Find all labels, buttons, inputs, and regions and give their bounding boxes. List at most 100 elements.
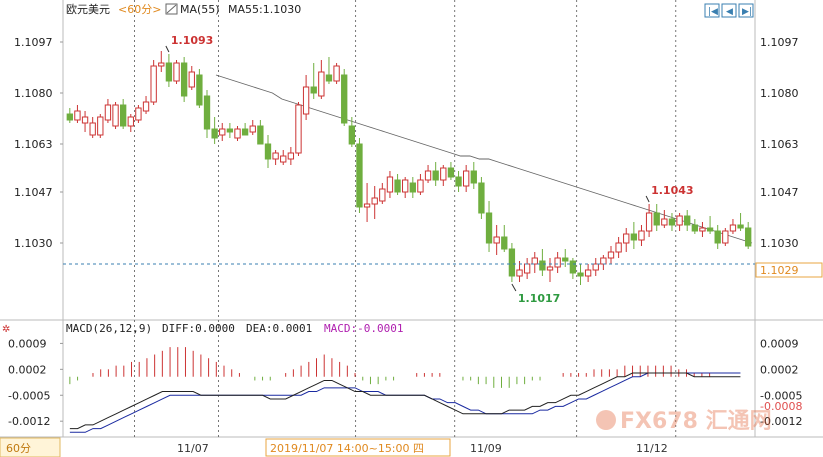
annotation-pointer — [165, 45, 170, 53]
main-y-ticks: 1.1097 1.1097 1.1080 1.1080 1.1063 1.1063 1.10… — [14, 36, 799, 250]
candle-body — [516, 269, 523, 277]
candle-body — [569, 260, 577, 274]
candle-body — [386, 176, 394, 193]
y-tick-label-left: 1.1030 — [14, 237, 53, 250]
candle-body — [188, 71, 195, 88]
candle-body — [661, 218, 668, 226]
watermark: FX678 汇通网 — [596, 409, 772, 434]
candle-body — [97, 116, 104, 136]
candle-body — [668, 218, 676, 226]
candle-body — [196, 74, 203, 106]
prev-page-icon[interactable] — [721, 3, 737, 18]
candle-body — [653, 212, 660, 226]
candle-body — [287, 152, 295, 160]
candle-body — [302, 86, 310, 115]
ma-toggle-icon[interactable] — [165, 3, 178, 15]
macd-y-tick-label-right: 0.0009 — [760, 337, 799, 350]
date-label-2: 11/09 — [470, 442, 502, 455]
diff-line — [69, 372, 741, 430]
candle-body — [440, 167, 447, 181]
current-price-box — [755, 262, 823, 278]
candle-body — [295, 104, 302, 154]
candle-body — [638, 230, 645, 241]
candle-body — [699, 227, 706, 232]
period-tab[interactable] — [0, 437, 61, 457]
candle-body — [257, 125, 264, 145]
candle-body — [623, 233, 630, 244]
candle-body — [645, 212, 653, 232]
y-tick-label-left: 1.1097 — [14, 36, 53, 49]
macd-y-tick-label-left: 0.0009 — [8, 337, 47, 350]
candle-body — [249, 125, 256, 133]
candle-body — [729, 224, 737, 232]
macd-y-tick-label-left: -0.0012 — [8, 415, 50, 428]
macd-settings-icon[interactable]: ✲ — [2, 324, 10, 335]
candle-body — [180, 62, 188, 97]
candle-body — [363, 203, 371, 208]
candle-body — [455, 176, 462, 187]
first-page-glyph: |◀ — [708, 7, 718, 17]
candle-body — [203, 95, 211, 130]
toolbar: |◀ ◀ ▶| — [704, 3, 754, 18]
ma-toggle-icon-stroke — [166, 4, 177, 14]
watermark-logo-icon — [596, 410, 616, 430]
next-page-icon[interactable] — [738, 3, 754, 18]
watermark-text: FX678 汇通网 — [620, 409, 772, 434]
candle-body — [714, 230, 721, 244]
candle-body — [409, 182, 416, 193]
annotations-group: 1.1093 1.1043 1.1017 — [165, 34, 694, 305]
candle-body — [325, 74, 333, 82]
cursor-time-label: 2019/11/07 14:00~15:00 四 — [270, 442, 424, 455]
period-tab-label: 60分 — [6, 442, 31, 455]
low-annotation: 1.1017 — [518, 292, 560, 305]
candle-body — [546, 266, 554, 271]
period-label: <60分> — [118, 3, 161, 16]
candle-body — [74, 110, 81, 121]
candle-body — [424, 170, 432, 181]
y-tick-label-right: 1.1047 — [760, 186, 799, 199]
candle-body — [112, 104, 119, 127]
candle-body — [234, 128, 241, 139]
macd-y-tick-label-right: -0.0012 — [760, 415, 802, 428]
candle-body — [127, 116, 134, 127]
y-tick-label-right: 1.1063 — [760, 138, 799, 151]
y-tick-label-left: 1.1063 — [14, 138, 53, 151]
candle-body — [402, 179, 409, 193]
candle-body — [135, 107, 142, 121]
first-page-icon[interactable] — [704, 3, 720, 18]
candle-body — [142, 101, 150, 112]
candles-group — [66, 51, 752, 285]
annotation-pointer — [511, 283, 517, 292]
y-tick-label-right: 1.1080 — [760, 87, 799, 100]
candle-body — [89, 122, 96, 136]
candle-body — [462, 170, 470, 187]
candle-body — [379, 188, 386, 202]
macd-params: MACD(26,12,9) — [66, 322, 152, 335]
candle-body — [318, 71, 325, 97]
candle-body — [447, 167, 455, 178]
candle-body — [493, 236, 500, 244]
macd-macd: MACD:-0.0001 — [324, 322, 403, 335]
candle-body — [607, 251, 615, 259]
macd-dea: DEA:0.0001 — [246, 322, 312, 335]
candle-body — [478, 182, 485, 214]
candle-body — [630, 233, 638, 241]
macd-diff: DIFF:0.0000 — [162, 322, 235, 335]
candle-body — [119, 104, 127, 127]
candle-body — [539, 260, 546, 271]
cursor-time-box — [265, 438, 451, 457]
candle-body — [676, 215, 683, 226]
y-tick-label-left: 1.1047 — [14, 186, 53, 199]
candle-body — [737, 224, 744, 229]
candle-body — [577, 272, 584, 277]
candle-body — [485, 212, 493, 244]
candle-body — [417, 179, 424, 193]
candle-body — [211, 128, 218, 139]
candle-body — [470, 170, 477, 184]
candle-body — [394, 179, 401, 193]
candle-body — [280, 155, 287, 163]
candle-body — [158, 62, 165, 67]
annotation-pointer — [645, 195, 650, 203]
current-price-label: 1.1029 — [760, 264, 799, 277]
